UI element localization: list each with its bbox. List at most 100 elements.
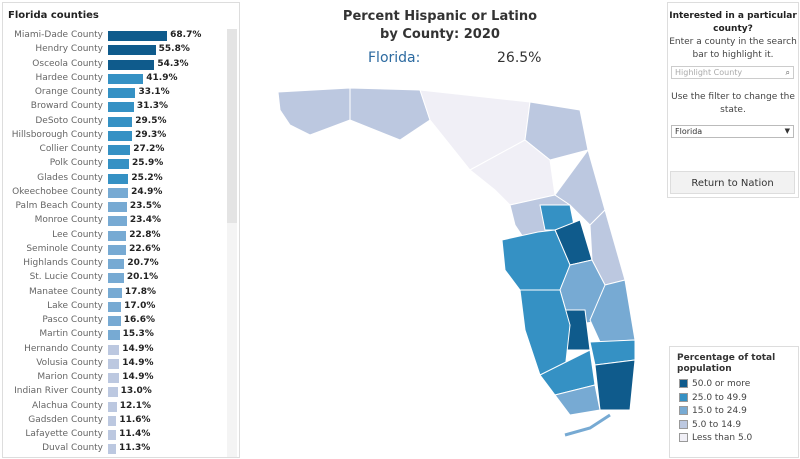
return-to-nation-button[interactable]: Return to Nation — [670, 171, 795, 194]
bar-label: Collier County — [39, 144, 103, 154]
bar[interactable] — [107, 58, 156, 71]
bar-row[interactable]: Gadsden County 11.6% — [3, 414, 223, 428]
bar[interactable] — [107, 258, 126, 270]
bar-label: Volusia County — [36, 357, 103, 368]
bar-row[interactable]: Manatee County 17.8% — [3, 286, 223, 300]
bar[interactable] — [107, 229, 128, 242]
bar-row[interactable]: Hardee County 41.9% — [3, 72, 223, 86]
bar-row[interactable]: Polk County 25.9% — [3, 157, 223, 171]
bar[interactable] — [107, 87, 137, 99]
state-filter-dropdown[interactable]: Florida ▼ — [671, 125, 794, 138]
bar-row[interactable]: Lake County 17.0% — [3, 300, 223, 314]
bar-label: Marion County — [37, 372, 103, 382]
bar-label: Lake County — [47, 300, 103, 311]
bar-row[interactable]: Miami-Dade County 68.7% — [3, 29, 223, 43]
bar[interactable] — [107, 300, 123, 313]
bar-label: Miami-Dade County — [14, 30, 103, 40]
legend-item[interactable]: Less than 5.0 — [679, 433, 752, 444]
legend-swatch — [679, 419, 688, 429]
bar[interactable] — [107, 414, 118, 427]
bar[interactable] — [107, 72, 145, 85]
bar-row[interactable]: Indian River County 13.0% — [3, 385, 223, 399]
bar-row[interactable]: Volusia County 14.9% — [3, 357, 223, 371]
scrollbar-thumb[interactable] — [227, 29, 237, 223]
legend: Percentage of total population 50.0 or m… — [669, 346, 799, 458]
bar[interactable] — [107, 357, 121, 370]
bar[interactable] — [107, 186, 130, 199]
bar-row[interactable]: St. Lucie County 20.1% — [3, 271, 223, 285]
florida-county-map[interactable] — [270, 80, 650, 440]
bar-row[interactable]: Lafayette County 11.4% — [3, 428, 223, 442]
legend-item[interactable]: 15.0 to 24.9 — [679, 406, 747, 417]
bar[interactable] — [107, 272, 125, 285]
county-monroe[interactable] — [554, 384, 601, 416]
legend-item[interactable]: 5.0 to 14.9 — [679, 419, 741, 431]
bar-value-label: 20.1% — [126, 272, 159, 283]
scrollbar-track[interactable] — [227, 29, 237, 457]
bar-row[interactable]: Marion County 14.9% — [3, 371, 223, 385]
bar-value-label: 41.9% — [146, 72, 178, 83]
bar-value-label: 14.9% — [122, 343, 154, 354]
legend-label: 50.0 or more — [692, 379, 751, 389]
bar-row[interactable]: Orange County 33.1% — [3, 86, 223, 100]
bar[interactable] — [107, 44, 157, 57]
bar-row[interactable]: Palm Beach County 23.5% — [3, 200, 223, 214]
bar-label: St. Lucie County — [29, 272, 103, 283]
bar-row[interactable]: Broward County 31.3% — [3, 100, 223, 114]
bar-row[interactable]: DeSoto County 29.5% — [3, 115, 223, 129]
bar-row[interactable]: Alachua County 12.1% — [3, 400, 223, 414]
bar[interactable] — [107, 372, 121, 384]
bar[interactable] — [107, 400, 118, 413]
county-panhandle-mid[interactable] — [349, 87, 431, 141]
bar[interactable] — [107, 129, 134, 142]
bar-row[interactable]: Hillsborough County 29.3% — [3, 129, 223, 143]
bar-row[interactable]: Collier County 27.2% — [3, 143, 223, 157]
bar-row[interactable]: Pasco County 16.6% — [3, 314, 223, 328]
bar[interactable] — [107, 386, 119, 399]
bar[interactable] — [107, 172, 130, 185]
search-prompt-text: Enter a county in the search bar to high… — [669, 37, 797, 60]
bar[interactable] — [107, 286, 123, 299]
bar[interactable] — [107, 144, 132, 156]
bar-value-label: 17.8% — [124, 286, 157, 297]
county-sw-coast[interactable] — [519, 289, 571, 376]
title-line-2: by County: 2020 — [380, 27, 500, 42]
bar-row[interactable]: Seminole County 22.6% — [3, 243, 223, 257]
bar[interactable] — [107, 443, 118, 456]
bar[interactable] — [107, 215, 128, 228]
bar[interactable] — [107, 429, 118, 441]
filter-instruction: Use the filter to change the state. — [671, 92, 795, 115]
bar[interactable] — [107, 343, 121, 356]
bar[interactable] — [107, 315, 122, 327]
legend-swatch — [679, 406, 688, 415]
bar[interactable] — [107, 201, 128, 213]
bar-row[interactable]: Okeechobee County 24.9% — [3, 186, 223, 200]
bar-row[interactable]: Martin County 15.3% — [3, 328, 223, 342]
county-panhandle-west[interactable] — [277, 87, 351, 136]
bar-row[interactable]: Osceola County 54.3% — [3, 58, 223, 72]
bar-row[interactable]: Hendry County 55.8% — [3, 43, 223, 57]
bar[interactable] — [107, 30, 169, 42]
bar[interactable] — [107, 101, 135, 114]
legend-item[interactable]: 50.0 or more — [679, 379, 750, 390]
bar-row[interactable]: Monroe County 23.4% — [3, 214, 223, 228]
bar[interactable] — [107, 158, 131, 171]
bar-value-label: 55.8% — [158, 44, 190, 55]
county-jacksonville[interactable] — [524, 101, 589, 161]
bar-value-label: 31.3% — [136, 101, 169, 112]
bar-value-label: 29.5% — [135, 115, 167, 126]
bar-row[interactable]: Duval County 11.3% — [3, 442, 223, 456]
bar-row[interactable]: Lee County 22.8% — [3, 229, 223, 243]
bar-label: Okeechobee County — [12, 186, 103, 197]
bar[interactable] — [107, 329, 121, 342]
county-bar-chart: Florida counties Miami-Dade County 68.7% H… — [2, 2, 240, 458]
bar-row[interactable]: Highlands County 20.7% — [3, 257, 223, 271]
bar-row[interactable]: Glades County 25.2% — [3, 172, 223, 186]
legend-item[interactable]: 25.0 to 49.9 — [679, 392, 747, 404]
highlight-county-input[interactable]: Highlight County ⌕ — [671, 66, 794, 79]
bar[interactable] — [107, 243, 128, 256]
county-miami-dade[interactable] — [594, 359, 636, 411]
bar-row[interactable]: Hernando County 14.9% — [3, 343, 223, 357]
state-label: Florida: — [368, 50, 421, 66]
bar[interactable] — [107, 115, 134, 128]
